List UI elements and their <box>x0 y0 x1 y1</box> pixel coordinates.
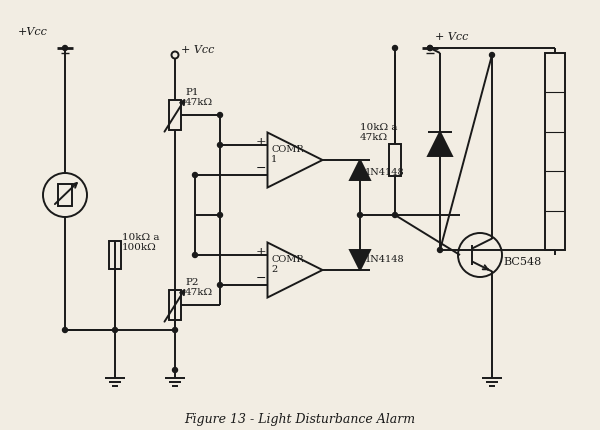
Circle shape <box>218 212 223 218</box>
Text: + Vcc: + Vcc <box>181 45 214 55</box>
Circle shape <box>62 46 67 50</box>
Text: −: − <box>256 162 266 175</box>
Polygon shape <box>428 132 452 156</box>
Circle shape <box>193 252 197 258</box>
Circle shape <box>427 46 433 50</box>
Circle shape <box>173 368 178 372</box>
Text: Figure 13 - Light Disturbance Alarm: Figure 13 - Light Disturbance Alarm <box>184 414 416 427</box>
Text: COMP.
1: COMP. 1 <box>271 144 304 164</box>
Polygon shape <box>268 243 323 298</box>
Text: P1
47kΩ: P1 47kΩ <box>185 88 213 107</box>
Text: 10kΩ a
100kΩ: 10kΩ a 100kΩ <box>122 233 160 252</box>
Polygon shape <box>350 250 370 270</box>
Bar <box>109 241 121 269</box>
Circle shape <box>218 283 223 288</box>
Circle shape <box>392 46 398 50</box>
Text: −: − <box>256 272 266 285</box>
Text: +: + <box>256 246 266 259</box>
Bar <box>169 100 181 130</box>
Text: +: + <box>256 136 266 149</box>
Circle shape <box>113 328 118 332</box>
Text: +Vcc: +Vcc <box>18 27 48 37</box>
Bar <box>58 184 72 206</box>
Bar <box>545 53 565 250</box>
Text: 1N4148: 1N4148 <box>365 255 404 264</box>
Circle shape <box>392 212 398 218</box>
Text: COMP.
2: COMP. 2 <box>271 255 304 274</box>
Polygon shape <box>350 160 370 180</box>
Circle shape <box>437 248 443 252</box>
Text: 10kΩ a
47kΩ: 10kΩ a 47kΩ <box>360 123 398 142</box>
Circle shape <box>173 328 178 332</box>
Text: + Vcc: + Vcc <box>435 32 469 42</box>
Circle shape <box>490 52 494 58</box>
Circle shape <box>358 212 362 218</box>
Bar <box>169 290 181 320</box>
Circle shape <box>62 328 67 332</box>
Text: BC548: BC548 <box>503 257 541 267</box>
Text: 1N4148: 1N4148 <box>365 168 404 177</box>
Circle shape <box>218 142 223 147</box>
Bar <box>389 144 401 176</box>
Text: P2
47kΩ: P2 47kΩ <box>185 278 213 297</box>
Circle shape <box>193 172 197 178</box>
Polygon shape <box>268 132 323 187</box>
Circle shape <box>218 113 223 117</box>
Circle shape <box>427 46 433 50</box>
